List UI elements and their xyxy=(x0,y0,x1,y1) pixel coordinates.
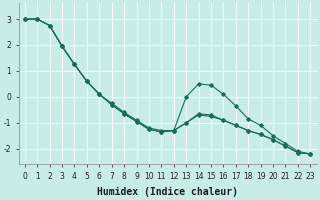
X-axis label: Humidex (Indice chaleur): Humidex (Indice chaleur) xyxy=(97,186,238,197)
